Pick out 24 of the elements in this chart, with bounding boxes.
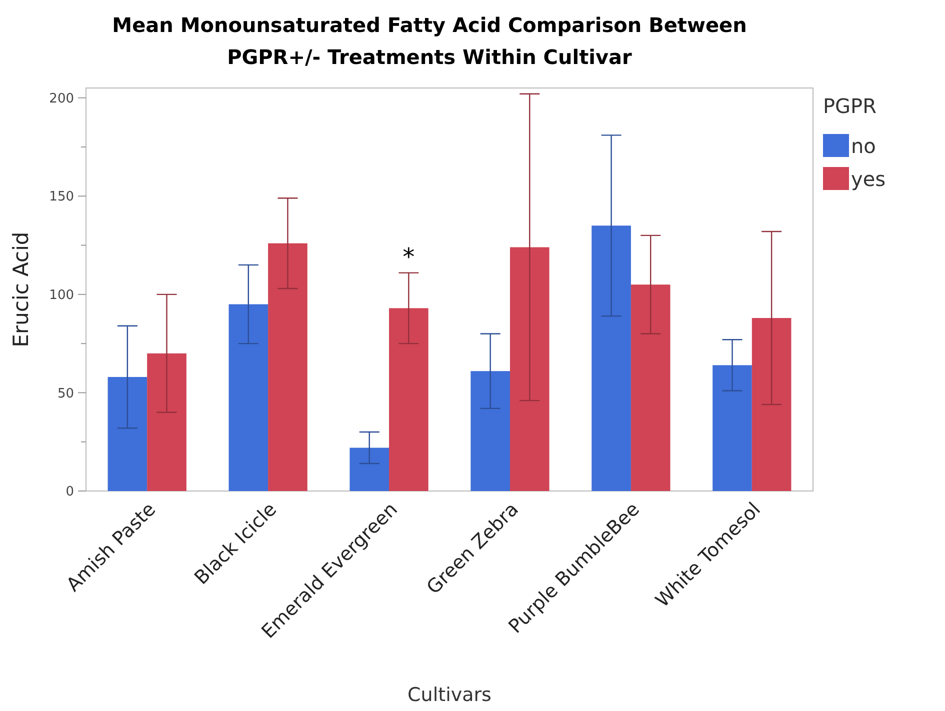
y-tick-label: 200	[49, 91, 74, 106]
y-tick-label: 50	[57, 386, 74, 402]
y-axis-title: Erucic Acid	[9, 232, 33, 348]
bar	[752, 318, 792, 491]
bar	[630, 284, 670, 491]
bar	[712, 365, 752, 491]
x-axis-title: Cultivars	[408, 684, 492, 706]
bar	[268, 243, 308, 491]
bar	[389, 308, 428, 491]
bar	[147, 353, 186, 491]
chart-title: Mean Monounsaturated Fatty Acid Comparison Between PGPR+/- Treatments Within Cultivar	[112, 13, 747, 69]
bar	[108, 376, 148, 491]
legend-label: yes	[851, 167, 886, 191]
y-tick-label: 100	[49, 288, 74, 303]
bar	[228, 304, 268, 491]
bar	[470, 371, 510, 491]
bar	[592, 226, 631, 491]
annotation: *	[402, 243, 415, 272]
legend-label: no	[851, 134, 876, 158]
bar	[350, 448, 390, 491]
y-tick-label: 150	[49, 190, 74, 205]
y-tick-label: 0	[66, 484, 74, 500]
legend-title: PGPR	[823, 94, 877, 118]
bar	[510, 247, 550, 491]
